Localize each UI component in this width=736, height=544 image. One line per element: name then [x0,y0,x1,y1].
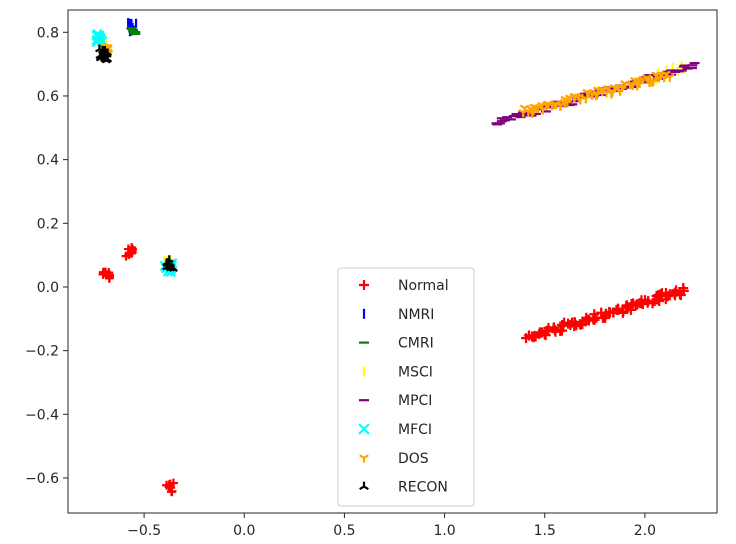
series-mfci [91,28,178,278]
legend-item-dos: DOS [359,451,429,467]
point-normal [655,289,666,300]
x-tick-label: −0.5 [127,523,161,539]
data-points [91,18,700,497]
y-tick-label: 0.6 [37,89,59,105]
legend-item-nmri: NMRI [362,307,434,323]
point-normal [166,487,176,497]
point-normal [678,285,689,296]
point-dos [664,73,675,83]
y-tick-label: −0.4 [25,407,59,423]
x-tick-label: 1.0 [433,523,455,539]
point-normal [105,270,115,280]
legend-marker-recon [359,481,369,491]
legend-label: MPCI [398,393,432,409]
series-recon [95,44,178,273]
y-tick-label: 0.8 [37,25,59,41]
legend-label: MFCI [398,422,432,438]
y-tick-label: 0.4 [37,153,59,169]
legend: Normal NMRI CMRI MSCI MPCI MFCI DOS RECON [337,267,475,507]
point-recon [103,48,112,57]
plot-frame [67,9,718,514]
y-tick-label: −0.2 [25,344,59,360]
legend-label: CMRI [398,336,434,352]
legend-marker-mfci [358,423,370,435]
point-normal [589,314,600,325]
legend-item-msci: MSCI [362,364,433,380]
series-cmri [126,27,141,36]
series-msci [100,39,686,274]
y-tick-label: 0.2 [37,216,59,232]
legend-label: MSCI [398,364,433,380]
point-recon [95,53,105,62]
legend-label: RECON [398,480,448,496]
legend-item-mpci: MPCI [359,393,432,409]
legend-label: Normal [398,278,449,294]
legend-label: DOS [398,451,429,467]
legend-item-recon: RECON [359,480,448,496]
x-tick-label: 0.5 [333,523,355,539]
legend-marker-normal [359,280,369,290]
x-tick-label: 1.5 [534,523,556,539]
legend-item-cmri: CMRI [359,336,434,352]
point-normal [647,298,658,309]
point-recon [103,54,113,63]
x-tick-label: 2.0 [634,523,656,539]
legend-label: NMRI [398,307,434,323]
point-recon [168,263,178,272]
legend-box [337,267,475,507]
series-dos [100,43,675,118]
point-normal [127,247,137,257]
point-normal [164,482,174,492]
x-tick-label: 0.0 [233,523,255,539]
axes: −0.5 0.0 0.5 1.0 1.5 2.0 0.8 0.6 0.4 0.2 0.0 −0.2 −0… [25,9,718,539]
legend-item-normal: Normal [359,278,449,294]
y-tick-label: −0.6 [25,471,59,487]
legend-item-mfci: MFCI [358,422,432,438]
legend-marker-dos [359,454,369,463]
series-normal [98,242,689,497]
y-tick-label: 0.0 [37,280,59,296]
